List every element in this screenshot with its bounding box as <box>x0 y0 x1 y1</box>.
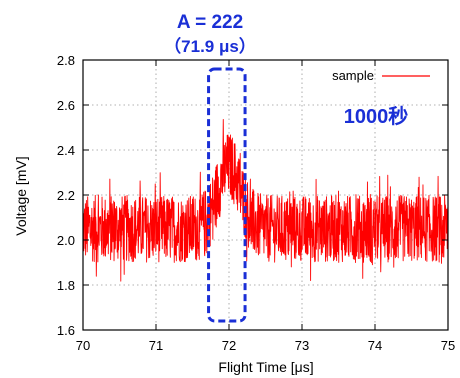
legend-label: sample <box>332 68 374 83</box>
x-tick-label: 72 <box>222 338 236 353</box>
series-sample <box>82 118 449 282</box>
y-tick-label: 2.4 <box>57 143 75 158</box>
series-line-sample <box>82 118 449 282</box>
x-tick-label: 75 <box>441 338 455 353</box>
peak-highlight-box <box>207 67 247 323</box>
y-axis-label: Voltage [mV] <box>13 156 29 235</box>
x-tick-label: 74 <box>368 338 382 353</box>
y-tick-label: 1.8 <box>57 278 75 293</box>
y-tick-label: 2.8 <box>57 53 75 68</box>
legend: sample <box>332 68 430 83</box>
peak-time-annotation: （71.9 μs） <box>164 36 256 56</box>
y-tick-label: 2.0 <box>57 233 75 248</box>
y-axis-ticks: 1.6 1.8 2.0 2.2 2.4 2.6 2.8 <box>57 53 448 338</box>
y-tick-label: 2.6 <box>57 98 75 113</box>
y-tick-label: 2.2 <box>57 188 75 203</box>
x-tick-label: 70 <box>76 338 90 353</box>
x-tick-label: 73 <box>295 338 309 353</box>
x-axis-ticks: 70 71 72 73 74 75 <box>76 60 455 353</box>
peak-count-annotation: A = 222 <box>177 12 243 33</box>
grid <box>82 59 449 331</box>
x-tick-label: 71 <box>149 338 163 353</box>
y-tick-label: 1.6 <box>57 323 75 338</box>
x-axis-label: Flight Time [μs] <box>218 359 313 375</box>
duration-annotation: 1000秒 <box>344 104 409 128</box>
